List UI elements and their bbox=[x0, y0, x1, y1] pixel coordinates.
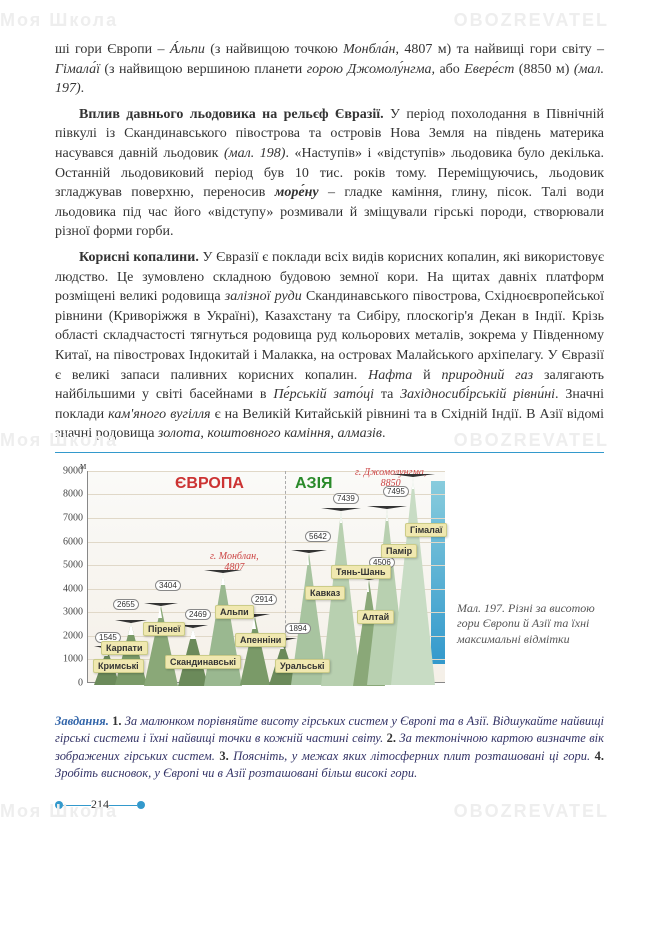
text-run: Монбла́н bbox=[343, 42, 395, 57]
tasks-block: Завдання. 1. За малюнком порівняйте висо… bbox=[55, 713, 604, 783]
task-number: 3. bbox=[219, 749, 228, 763]
text-run: (8850 м) bbox=[514, 62, 573, 77]
page-line bbox=[63, 805, 91, 806]
tasks-heading: Завдання. bbox=[55, 714, 109, 728]
altitude-label: 2469 bbox=[185, 609, 211, 620]
text-run: Західносибі́рській рівни́ні bbox=[400, 387, 555, 402]
mountain-label: Кавказ bbox=[305, 586, 345, 600]
paragraph-3: Корисні копалини. У Євразії є поклади вс… bbox=[55, 248, 604, 444]
altitude-label: 5642 bbox=[305, 531, 331, 542]
text-run: Евере́ст bbox=[464, 62, 514, 77]
page-dot-icon bbox=[137, 801, 145, 809]
snowcap bbox=[158, 603, 162, 618]
region-europe-label: ЄВРОПА bbox=[175, 475, 244, 493]
text-run: А́льпи bbox=[170, 42, 205, 57]
mountain-label: Скандинавські bbox=[165, 655, 241, 669]
page-number-text: 214 bbox=[91, 797, 109, 811]
y-tick-label: 1000 bbox=[55, 654, 83, 665]
figure-caption: Мал. 197. Різні за висотою гори Європи й… bbox=[445, 601, 604, 648]
paragraph-1: ші гори Європи – А́льпи (з найвищою точк… bbox=[55, 40, 604, 99]
watermark: OBOZREVATEL bbox=[454, 10, 609, 31]
mountain-label: Карпати bbox=[101, 641, 148, 655]
text-run: алмазів bbox=[338, 426, 382, 441]
altitude-label: 7439 bbox=[333, 493, 359, 504]
y-tick-label: 3000 bbox=[55, 607, 83, 618]
snowcap bbox=[307, 550, 309, 565]
text-run: . bbox=[81, 81, 85, 96]
altitude-label: 2655 bbox=[113, 599, 139, 610]
text-run: або bbox=[435, 62, 464, 77]
chart-row: м Світовий океан 01000200030004000500060… bbox=[55, 461, 604, 701]
page-line bbox=[109, 805, 137, 806]
text-run: . bbox=[382, 426, 386, 441]
text-run: горою Джомолу́нгма, bbox=[307, 62, 435, 77]
task-text: Поясніть, у межах яких літосферних плит … bbox=[229, 749, 595, 763]
text-run: Вплив давнього льодовика на рельєф Євраз… bbox=[79, 107, 384, 122]
snowcap bbox=[190, 625, 196, 639]
mountain-label: Апенніни bbox=[235, 633, 286, 647]
text-run: (мал. 198) bbox=[224, 146, 285, 161]
y-tick-label: 4000 bbox=[55, 583, 83, 594]
y-tick-label: 2000 bbox=[55, 630, 83, 641]
snowcap bbox=[412, 474, 414, 489]
altitude-label: 2914 bbox=[251, 594, 277, 605]
text-run: Гімала́ї bbox=[55, 62, 100, 77]
text-run: природний газ bbox=[441, 368, 533, 383]
mountain-label: Кримські bbox=[93, 659, 144, 673]
text-run: Нафта bbox=[368, 368, 412, 383]
ocean-label: Світовий океан bbox=[447, 561, 457, 625]
mountain-label: Альпи bbox=[215, 605, 254, 619]
region-asia-label: АЗІЯ bbox=[295, 475, 333, 493]
text-run: (з найвищою точкою bbox=[205, 42, 343, 57]
mountain-chart: м Світовий океан 01000200030004000500060… bbox=[55, 461, 445, 701]
mountain-label: Тянь-Шань bbox=[331, 565, 391, 579]
mountain-label: Піренеї bbox=[143, 622, 185, 636]
text-run: коштовного каміння bbox=[207, 426, 330, 441]
text-run: море́ну bbox=[275, 185, 319, 200]
mountain-label: Уральські bbox=[275, 659, 330, 673]
divider bbox=[55, 452, 604, 453]
mountain-label: Алтай bbox=[357, 610, 394, 624]
text-run: Пе́рській зато́ці bbox=[273, 387, 374, 402]
text-run: та bbox=[374, 387, 400, 402]
y-tick-label: 8000 bbox=[55, 489, 83, 500]
snowcap bbox=[386, 506, 388, 521]
task-number: 4. bbox=[595, 749, 604, 763]
mountain-Гімалаї bbox=[391, 474, 435, 685]
y-tick-label: 5000 bbox=[55, 560, 83, 571]
snowcap bbox=[221, 570, 225, 585]
text-run: золота bbox=[158, 426, 201, 441]
altitude-label: 3404 bbox=[155, 580, 181, 591]
y-tick-label: 6000 bbox=[55, 536, 83, 547]
y-tick-label: 0 bbox=[55, 677, 83, 688]
page-dot-icon bbox=[55, 801, 63, 809]
paragraph-2: Вплив давнього льодовика на рельєф Євраз… bbox=[55, 105, 604, 242]
page-number: 214 bbox=[55, 797, 604, 812]
task-number: 2. bbox=[387, 731, 396, 745]
text-run: ші гори Європи – bbox=[55, 42, 170, 57]
text-run: Корисні копалини. bbox=[79, 250, 199, 265]
mountain-label: Памір bbox=[381, 544, 417, 558]
watermark: Моя Школа bbox=[0, 10, 118, 31]
text-run: , bbox=[331, 426, 338, 441]
task-text: Зробіть висновок, у Європі чи в Азії роз… bbox=[55, 766, 417, 780]
page: Моя Школа OBOZREVATEL Моя Школа OBOZREVA… bbox=[0, 0, 649, 832]
text-run: кам'яного вугілля bbox=[108, 407, 210, 422]
text-run: (з найвищою вершиною планети bbox=[100, 62, 307, 77]
text-run: , 4807 м) та найвищі гори світу – bbox=[395, 42, 604, 57]
text-run: залізної руди bbox=[225, 289, 302, 304]
altitude-label: 7495 bbox=[383, 486, 409, 497]
altitude-label: 1894 bbox=[285, 623, 311, 634]
snowcap bbox=[340, 508, 342, 523]
y-tick-label: 7000 bbox=[55, 512, 83, 523]
y-tick-label: 9000 bbox=[55, 465, 83, 476]
mountain-label: Гімалаї bbox=[405, 523, 447, 537]
text-run: й bbox=[412, 368, 441, 383]
snowcap bbox=[128, 620, 134, 635]
